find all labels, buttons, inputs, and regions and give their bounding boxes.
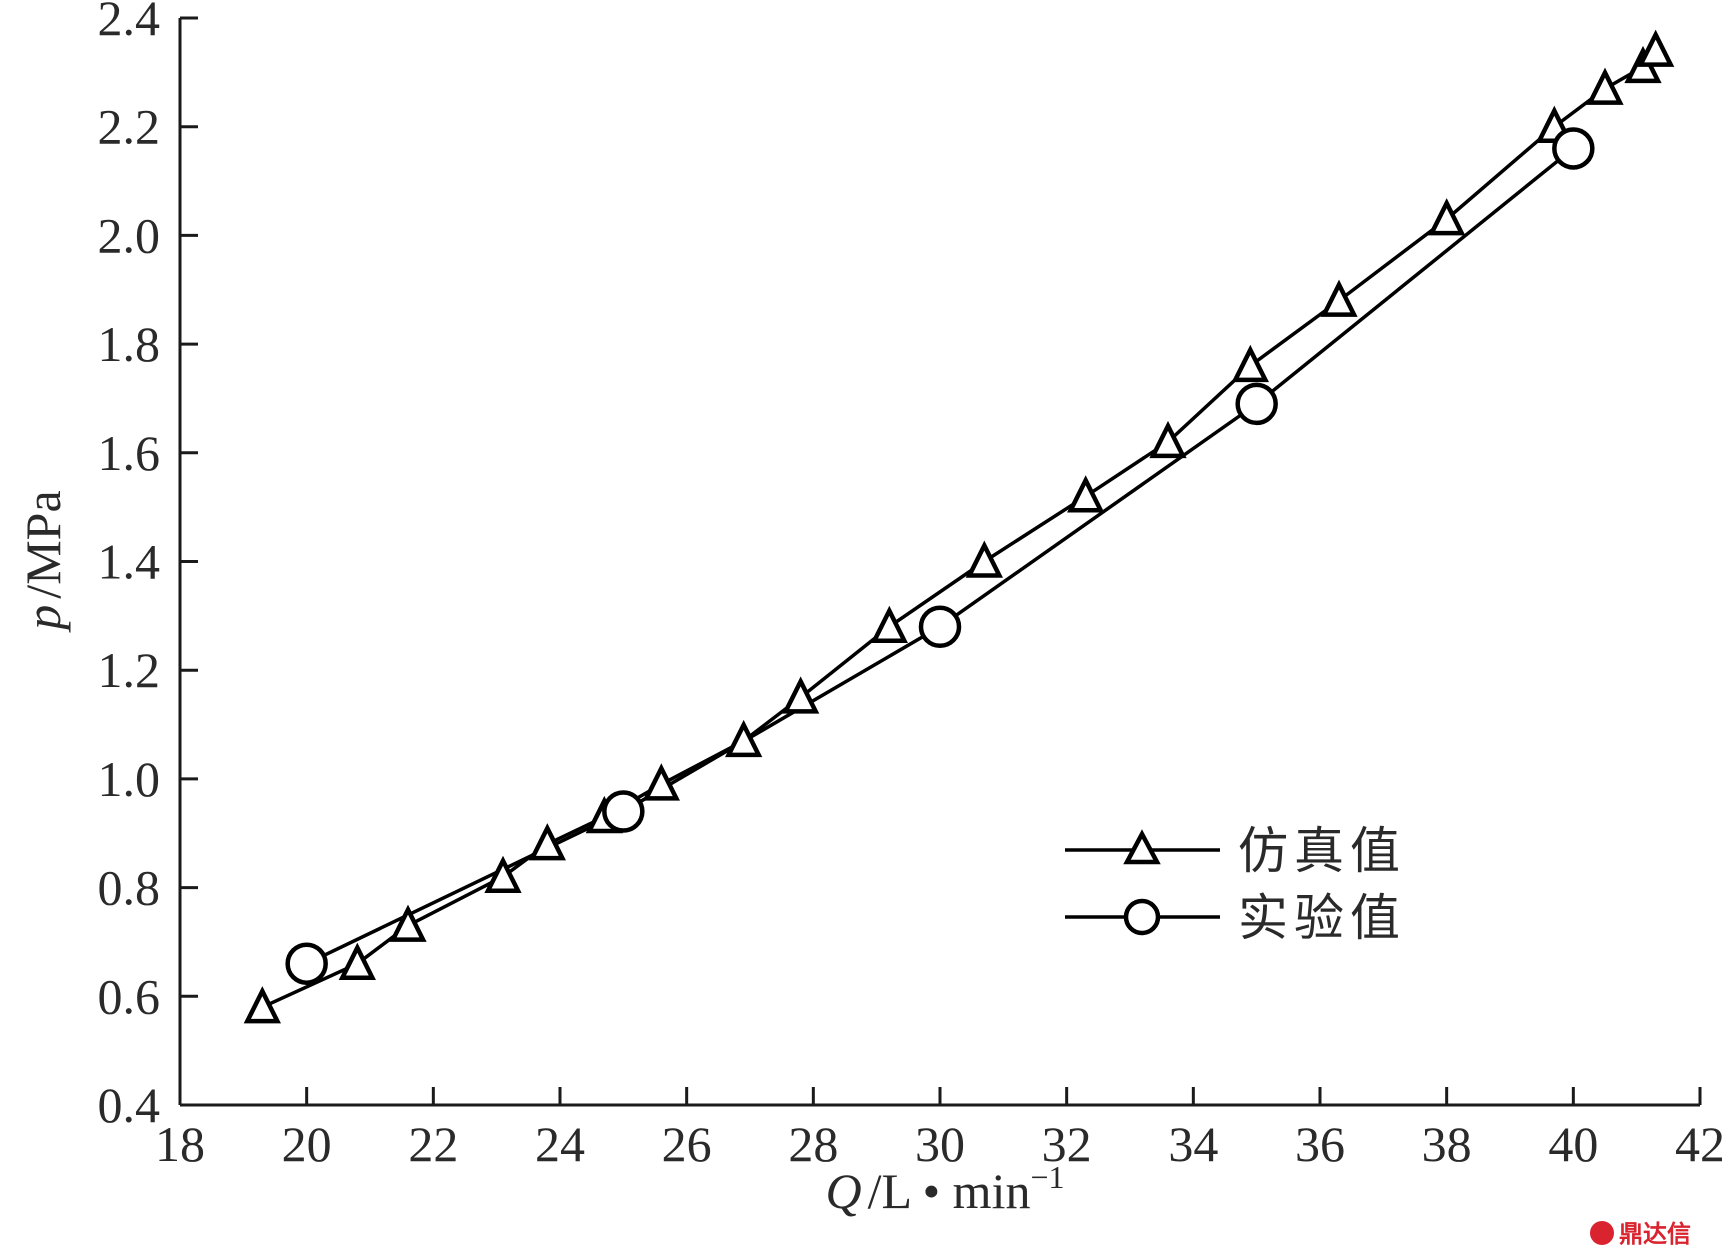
y-tick-label: 0.6: [98, 968, 161, 1024]
data-point-triangle: [1320, 279, 1358, 317]
series-markers: [243, 29, 1675, 1024]
data-point-triangle: [484, 855, 522, 893]
x-tick-label: 34: [1168, 1116, 1218, 1172]
x-tick-label: 36: [1295, 1116, 1345, 1172]
x-tick-label: 20: [282, 1116, 332, 1172]
x-tick-label: 28: [788, 1116, 838, 1172]
x-tick-label: 32: [1042, 1116, 1092, 1172]
data-point-triangle: [528, 823, 566, 861]
data-point-triangle: [1637, 29, 1675, 67]
data-point-triangle: [243, 986, 281, 1024]
data-point-circle: [285, 942, 328, 985]
y-tick-label: 1.0: [98, 751, 161, 807]
data-point-triangle: [782, 676, 820, 714]
axes: [178, 18, 1700, 1107]
data-point-circle: [918, 605, 962, 648]
x-tick-label: 22: [408, 1116, 458, 1172]
legend-marker-triangle: [1123, 829, 1161, 865]
ticks: [178, 16, 1702, 1107]
x-tick-label: 30: [915, 1116, 965, 1172]
x-tick-label: 38: [1422, 1116, 1472, 1172]
y-tick-label: 1.4: [98, 534, 161, 590]
data-point-triangle: [1067, 475, 1105, 513]
y-tick-label: 0.8: [98, 860, 161, 916]
x-axis-var: Q: [825, 1163, 861, 1219]
data-point-triangle: [338, 942, 376, 980]
x-tick-label: 42: [1675, 1116, 1722, 1172]
data-point-triangle: [1149, 420, 1187, 459]
x-axis-unit: L • min: [881, 1163, 1030, 1219]
data-point-triangle: [1586, 67, 1624, 105]
y-axis-label: p/MPa: [15, 490, 71, 632]
y-axis-unit: MPa: [15, 490, 71, 584]
legend-label-experiment: 实验值: [1238, 889, 1406, 947]
legend: 仿真值 实验值: [1065, 822, 1406, 947]
x-tick-label: 26: [662, 1116, 712, 1172]
data-point-triangle: [389, 904, 427, 942]
y-tick-label: 2.0: [98, 207, 161, 263]
y-tick-label: 1.2: [98, 642, 161, 698]
x-axis-label: Q/L • min−1: [825, 1159, 1064, 1219]
watermark-text: 鼎达信: [1619, 1220, 1691, 1248]
data-point-triangle: [965, 540, 1003, 578]
data-point-triangle: [725, 719, 763, 758]
x-tick-label: 40: [1548, 1116, 1598, 1172]
data-point-circle: [602, 790, 645, 833]
data-point-circle: [1552, 127, 1595, 170]
y-axis-var: p: [15, 605, 71, 633]
y-tick-label: 1.6: [98, 425, 161, 481]
y-tick-label: 1.8: [98, 316, 161, 372]
y-tick-label: 2.4: [98, 0, 161, 46]
tick-labels: 18 20 22 24 26 28 30 32 34 36 38 40 42 0.4 0.6 0.8 1.0 1.…: [98, 0, 1722, 1172]
data-point-triangle: [642, 763, 680, 801]
y-tick-label: 2.2: [98, 99, 161, 155]
legend-label-simulation: 仿真值: [1238, 822, 1406, 880]
y-tick-label: 0.4: [98, 1077, 161, 1133]
x-axis-unit-exp: −1: [1030, 1159, 1064, 1195]
data-point-triangle: [1428, 198, 1466, 236]
x-tick-label: 24: [535, 1116, 585, 1172]
series-line-triangle: [261, 49, 1658, 1009]
watermark-logo: 鼎达信: [1590, 1220, 1691, 1248]
watermark-badge-icon: [1590, 1221, 1614, 1245]
x-tick-label: 18: [155, 1116, 205, 1172]
data-point-triangle: [870, 605, 908, 643]
legend-marker-circle: [1123, 898, 1161, 936]
data-point-triangle: [1231, 344, 1269, 383]
data-point-circle: [1235, 382, 1278, 426]
series-lines: [261, 49, 1658, 1009]
